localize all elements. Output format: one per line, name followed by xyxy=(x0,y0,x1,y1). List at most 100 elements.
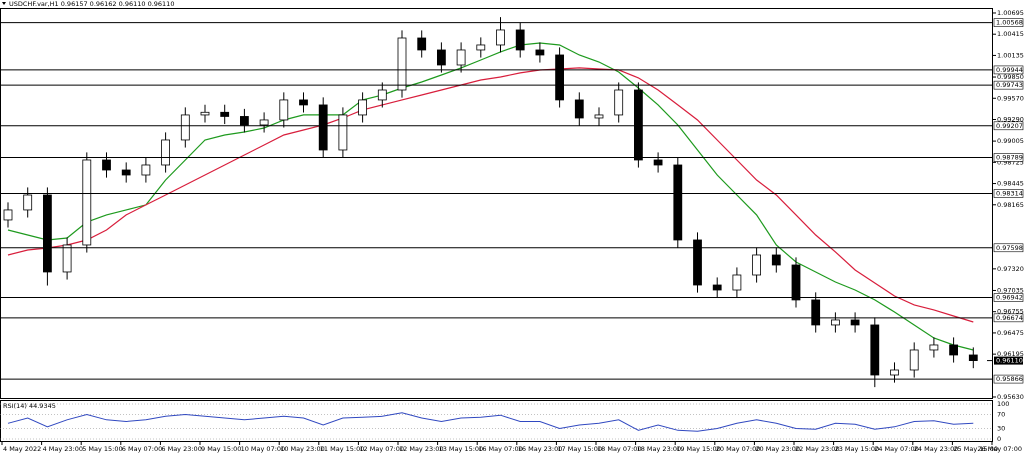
x-tick-label: 11 May 15:00 xyxy=(320,445,365,453)
x-tick-label: 22 May 23:00 xyxy=(795,445,840,453)
candle-body xyxy=(3,209,13,221)
candle-body xyxy=(811,299,821,326)
plot xyxy=(3,17,978,388)
candle-body xyxy=(929,344,939,351)
level-label-box xyxy=(993,121,1024,131)
candle-body xyxy=(397,37,407,91)
x-tick-label: 26 May 07:00 xyxy=(977,445,1022,453)
candle-body xyxy=(673,164,683,241)
x-tick-label: 23 May 15:00 xyxy=(835,445,880,453)
level-label-box xyxy=(993,313,1024,323)
candle-body xyxy=(358,99,368,116)
menu-arrow xyxy=(2,2,6,5)
level-label: 0.99944 xyxy=(996,66,1023,74)
level-label-box xyxy=(993,153,1024,162)
level-label-box xyxy=(993,189,1024,198)
candle-body xyxy=(791,264,801,301)
candle-body xyxy=(968,354,978,361)
x-tick-label: 19 May 15:00 xyxy=(676,445,721,453)
x-tick-label: 5 May 15:00 xyxy=(82,445,122,453)
level-label-box xyxy=(993,293,1024,302)
candle-body xyxy=(239,116,249,126)
rsi-tick-label: 100 xyxy=(997,400,1009,408)
level-label: 0.99743 xyxy=(996,81,1023,89)
candle-body xyxy=(62,244,72,273)
y-tick-label: 1.00135 xyxy=(997,51,1024,59)
x-tick-label: 25 May 15:00 xyxy=(953,445,998,453)
main-pane xyxy=(0,8,993,399)
rsi-pane xyxy=(0,400,993,442)
candle-body xyxy=(23,194,33,211)
y-tick-label: 0.95630 xyxy=(997,393,1024,401)
level-label: 0.96942 xyxy=(996,294,1023,302)
x-tick-label: 6 May 07:00 xyxy=(122,445,162,453)
candle-body xyxy=(732,274,742,291)
rsi-tick-label: 70 xyxy=(997,411,1005,419)
x-tick-label: 20 May 07:00 xyxy=(716,445,761,453)
candle-body xyxy=(496,29,505,46)
level-label: 0.97598 xyxy=(996,244,1023,252)
y-tick-label: 0.99290 xyxy=(997,115,1024,123)
candle-body xyxy=(476,44,486,51)
y-tick-label: 0.99005 xyxy=(997,137,1024,145)
x-tick-label: 18 May 07:00 xyxy=(597,445,642,453)
candle-body xyxy=(870,324,880,376)
rsi-tick-label: 0 xyxy=(997,435,1001,443)
candle-body xyxy=(535,49,545,56)
x-tick-label: 13 May 15:00 xyxy=(439,445,484,453)
level-label-box xyxy=(993,65,1024,75)
y-tick-label: 0.98725 xyxy=(997,158,1024,166)
candle-body xyxy=(634,89,643,161)
x-tick-label: 4 May 23:00 xyxy=(43,445,83,453)
candle-body xyxy=(220,111,230,117)
rsi-tick-label: 30 xyxy=(997,425,1005,433)
level-label-box xyxy=(993,243,1024,253)
x-tick-label: 18 May 23:00 xyxy=(637,445,682,453)
level-label: 0.96674 xyxy=(996,314,1023,322)
x-tick-label: 12 May 23:00 xyxy=(399,445,444,453)
candle-body xyxy=(909,349,919,371)
y-tick-label: 0.98165 xyxy=(997,201,1024,209)
y-tick-label: 0.99850 xyxy=(997,73,1024,81)
chart-title: USDCHF.var,H1 0.96157 0.96162 0.96110 0.… xyxy=(9,0,174,8)
candle-body xyxy=(377,89,387,101)
candle-body xyxy=(121,169,131,176)
y-tick-label: 0.96755 xyxy=(997,308,1024,316)
candle-body xyxy=(949,344,958,356)
candle-body xyxy=(318,104,328,151)
y-tick-label: 1.00695 xyxy=(997,9,1024,17)
level-label-box xyxy=(993,374,1024,384)
rsi-title: RSI(14) 44.9345 xyxy=(3,402,56,410)
candle-body xyxy=(279,99,289,121)
candle-body xyxy=(515,29,525,51)
moving-average-line xyxy=(7,67,974,323)
level-label: 1.00568 xyxy=(996,19,1023,27)
x-tick-label: 10 May 07:00 xyxy=(241,445,286,453)
y-tick-label: 0.97035 xyxy=(997,286,1024,294)
candle-body xyxy=(614,89,624,116)
candle-body xyxy=(161,139,171,166)
candle-body xyxy=(890,369,899,376)
candle-body xyxy=(653,159,663,166)
level-label: 0.98789 xyxy=(996,153,1023,161)
candle-body xyxy=(594,114,604,119)
level-label: 0.98314 xyxy=(996,189,1023,197)
candle-body xyxy=(200,111,210,116)
x-tick-label: 24 May 07:00 xyxy=(874,445,919,453)
candle-body xyxy=(417,37,427,51)
x-tick-label: 9 May 15:00 xyxy=(201,445,241,453)
candle-body xyxy=(831,319,840,326)
candle-body xyxy=(456,49,466,66)
candle-body xyxy=(712,284,722,291)
x-tick-label: 4 May 2022 xyxy=(3,445,41,453)
candle-body xyxy=(180,114,190,141)
candle-body xyxy=(338,114,348,151)
candle-body xyxy=(102,159,111,171)
x-tick-label: 16 May 07:00 xyxy=(478,445,523,453)
x-tick-label: 16 May 23:00 xyxy=(518,445,563,453)
candle-body xyxy=(574,99,584,119)
candle-body xyxy=(299,99,308,106)
candle-body xyxy=(43,194,52,273)
y-tick-label: 0.98445 xyxy=(997,180,1024,188)
candle-body xyxy=(752,254,761,276)
